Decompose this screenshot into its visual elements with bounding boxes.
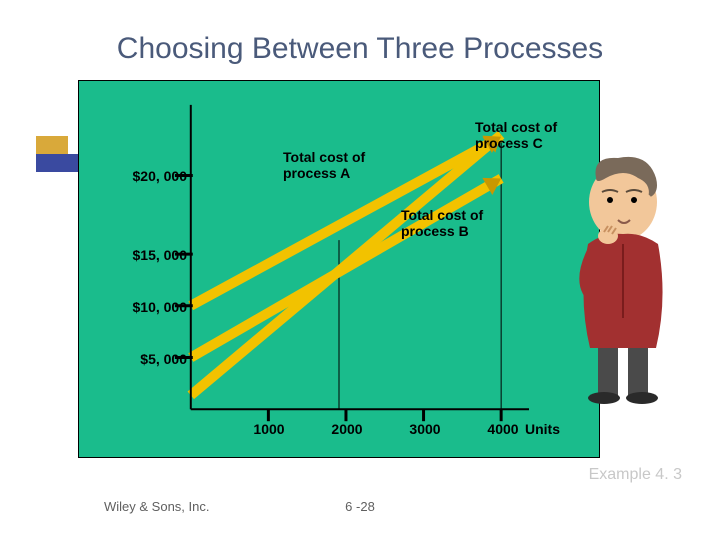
deco-block-gold xyxy=(36,136,68,154)
chart-panel: $5, 000 $10, 000 $15, 000 $20, 000 1000 2000 3… xyxy=(78,80,600,458)
y-tick-label: $20, 000 xyxy=(97,168,187,184)
x-tick-label: 4000 xyxy=(487,421,518,437)
series-label-b: Total cost ofprocess B xyxy=(401,207,483,239)
series-label-c: Total cost ofprocess C xyxy=(475,119,557,151)
deco-block-blue xyxy=(36,154,78,172)
y-tick-label: $10, 000 xyxy=(97,299,187,315)
page-title: Choosing Between Three Processes xyxy=(0,32,720,66)
x-tick-label: 3000 xyxy=(409,421,440,437)
example-reference: Example 4. 3 xyxy=(589,466,682,484)
footer-page-number: 6 -28 xyxy=(345,499,375,514)
x-tick-label: 2000 xyxy=(331,421,362,437)
y-tick-label: $15, 000 xyxy=(97,247,187,263)
x-tick-label: 1000 xyxy=(253,421,284,437)
footer-publisher: Wiley & Sons, Inc. xyxy=(104,499,209,514)
y-tick-label: $5, 000 xyxy=(97,351,187,367)
series-label-a: Total cost ofprocess A xyxy=(283,149,365,181)
thinking-person-illustration xyxy=(548,148,698,404)
x-axis-units: Units xyxy=(525,421,560,437)
